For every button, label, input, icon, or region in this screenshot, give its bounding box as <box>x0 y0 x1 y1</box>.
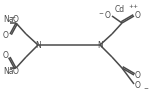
Text: −: − <box>11 14 15 19</box>
Text: N: N <box>35 40 41 49</box>
Text: −: − <box>98 11 103 16</box>
Text: N: N <box>97 40 103 49</box>
Text: O: O <box>13 67 19 75</box>
Text: O: O <box>3 32 9 40</box>
Text: O: O <box>135 12 141 21</box>
Text: O: O <box>3 50 9 59</box>
Text: O: O <box>105 12 111 21</box>
Text: Na: Na <box>3 16 13 24</box>
Text: −: − <box>11 65 15 70</box>
Text: Na: Na <box>3 67 13 75</box>
Text: O: O <box>135 70 141 79</box>
Text: O: O <box>135 80 141 89</box>
Text: Cd: Cd <box>115 6 125 14</box>
Text: O: O <box>13 16 19 24</box>
Text: −: − <box>143 85 148 90</box>
Text: ++: ++ <box>128 3 138 8</box>
